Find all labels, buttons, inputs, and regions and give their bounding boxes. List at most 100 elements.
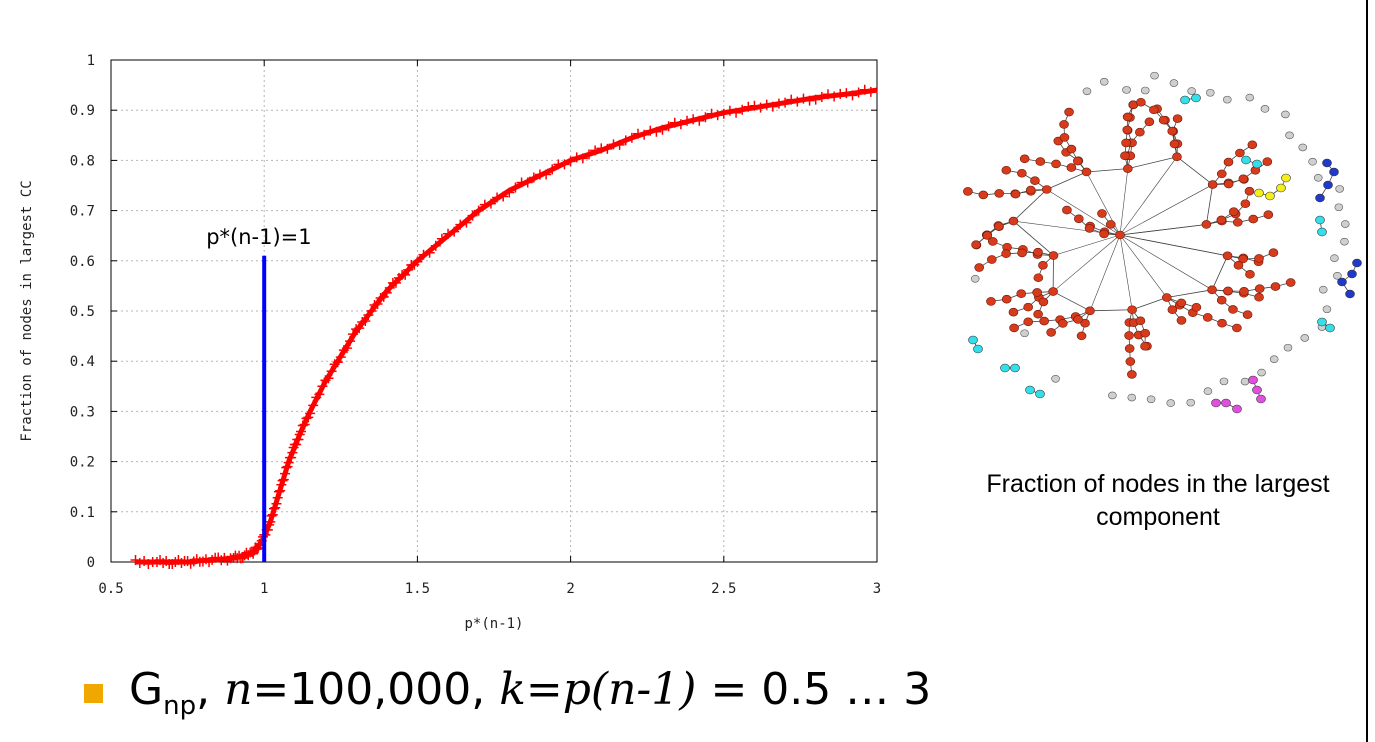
network-node: [1140, 328, 1151, 338]
isolated-node: [1140, 86, 1150, 95]
data-point: [317, 381, 328, 392]
small-component-node: [1221, 398, 1231, 408]
network-node: [1248, 214, 1259, 224]
y-tick-label: 0.8: [70, 153, 95, 169]
chart: 0.5 1 1.5 2 2.5 3 0 0.1 0.2 0.3 0.4 0.5 0.6 0.7 0.8 0.9…: [19, 53, 881, 632]
network-node: [1010, 189, 1021, 199]
small-component-node: [1191, 93, 1201, 103]
network-node: [1025, 185, 1036, 195]
network-node: [1244, 186, 1255, 196]
data-point: [467, 210, 478, 221]
network-caption: Fraction of nodes in the largest compone…: [986, 470, 1330, 531]
network-node: [1017, 168, 1027, 178]
network-edge: [1166, 289, 1213, 298]
data-point: [657, 124, 668, 135]
network-edge: [1089, 309, 1133, 312]
network-node: [1115, 230, 1125, 240]
network-node: [1122, 112, 1133, 122]
data-point: [269, 503, 280, 514]
network-node: [1073, 315, 1083, 324]
data-point: [354, 323, 365, 334]
network-node: [1232, 218, 1243, 227]
data-point: [780, 97, 791, 108]
network-node: [986, 297, 996, 306]
network-node: [1073, 156, 1083, 166]
network-node: [1149, 105, 1159, 115]
data-point: [266, 510, 277, 521]
isolated-node: [1166, 399, 1176, 407]
data-point: [291, 439, 302, 450]
network-node: [1216, 295, 1227, 305]
network-edge: [1119, 234, 1228, 257]
network-edge: [1052, 291, 1091, 312]
data-point: [134, 558, 145, 568]
y-tick-label: 0.2: [70, 455, 95, 471]
network-node: [974, 263, 984, 272]
data-point: [749, 100, 760, 111]
small-component-node: [1248, 375, 1258, 385]
annotation-label: p*(n-1)=1: [206, 225, 311, 249]
x-tick-label: 1: [260, 581, 268, 597]
network-node: [1201, 220, 1212, 229]
network-node: [1084, 224, 1095, 233]
network-node: [1158, 115, 1169, 125]
network-node: [1254, 292, 1264, 302]
small-component-node: [1000, 363, 1010, 373]
isolated-node: [970, 274, 980, 283]
slide-edge: [1366, 0, 1368, 742]
network-node: [1016, 289, 1027, 299]
isolated-node: [1051, 375, 1060, 383]
data-point: [718, 108, 729, 119]
small-component-node: [1241, 155, 1251, 165]
network-node: [1085, 306, 1095, 316]
network-node: [1176, 298, 1187, 308]
network-node: [1009, 323, 1019, 333]
data-point: [847, 90, 858, 101]
network-node: [1222, 251, 1233, 261]
network-node: [1162, 293, 1172, 302]
isolated-node: [1146, 395, 1156, 404]
small-component-node: [1254, 188, 1264, 198]
isolated-node: [1283, 343, 1293, 352]
network-edge: [1127, 156, 1178, 170]
isolated-node: [1300, 334, 1310, 342]
network-node: [1121, 138, 1131, 148]
k-expression: k=p(n-1): [499, 663, 697, 715]
data-point: [381, 287, 392, 298]
data-point: [461, 217, 472, 228]
data-point: [590, 145, 601, 156]
isolated-node: [1203, 387, 1213, 396]
network-node: [1066, 144, 1077, 154]
data-point: [522, 177, 533, 188]
network-node: [1076, 331, 1087, 341]
small-component-node: [1256, 394, 1266, 404]
network-node: [1223, 157, 1234, 167]
isolated-node: [1333, 271, 1342, 280]
data-point: [384, 282, 395, 293]
network-node: [1239, 287, 1249, 296]
data-point: [755, 102, 766, 113]
small-component-node: [1180, 95, 1190, 105]
data-point: [267, 509, 278, 520]
data-point: [271, 498, 282, 509]
network-node: [1216, 169, 1227, 179]
data-point: [577, 153, 588, 164]
network-node: [1048, 287, 1058, 296]
isolated-node: [1186, 398, 1196, 407]
data-point: [816, 91, 827, 102]
data-point: [682, 115, 693, 126]
network-node: [1023, 302, 1033, 312]
network-node: [1245, 270, 1255, 279]
network-node: [1135, 127, 1145, 137]
data-point: [773, 98, 784, 109]
data-point: [287, 447, 298, 458]
isolated-node: [1108, 391, 1117, 400]
network-node: [1223, 286, 1233, 296]
data-point: [412, 256, 423, 267]
network-node: [1233, 261, 1244, 270]
data-point: [620, 135, 631, 146]
data-point: [332, 357, 343, 368]
network-node: [1074, 214, 1084, 224]
small-component-node: [1315, 193, 1325, 203]
data-point: [372, 298, 383, 309]
